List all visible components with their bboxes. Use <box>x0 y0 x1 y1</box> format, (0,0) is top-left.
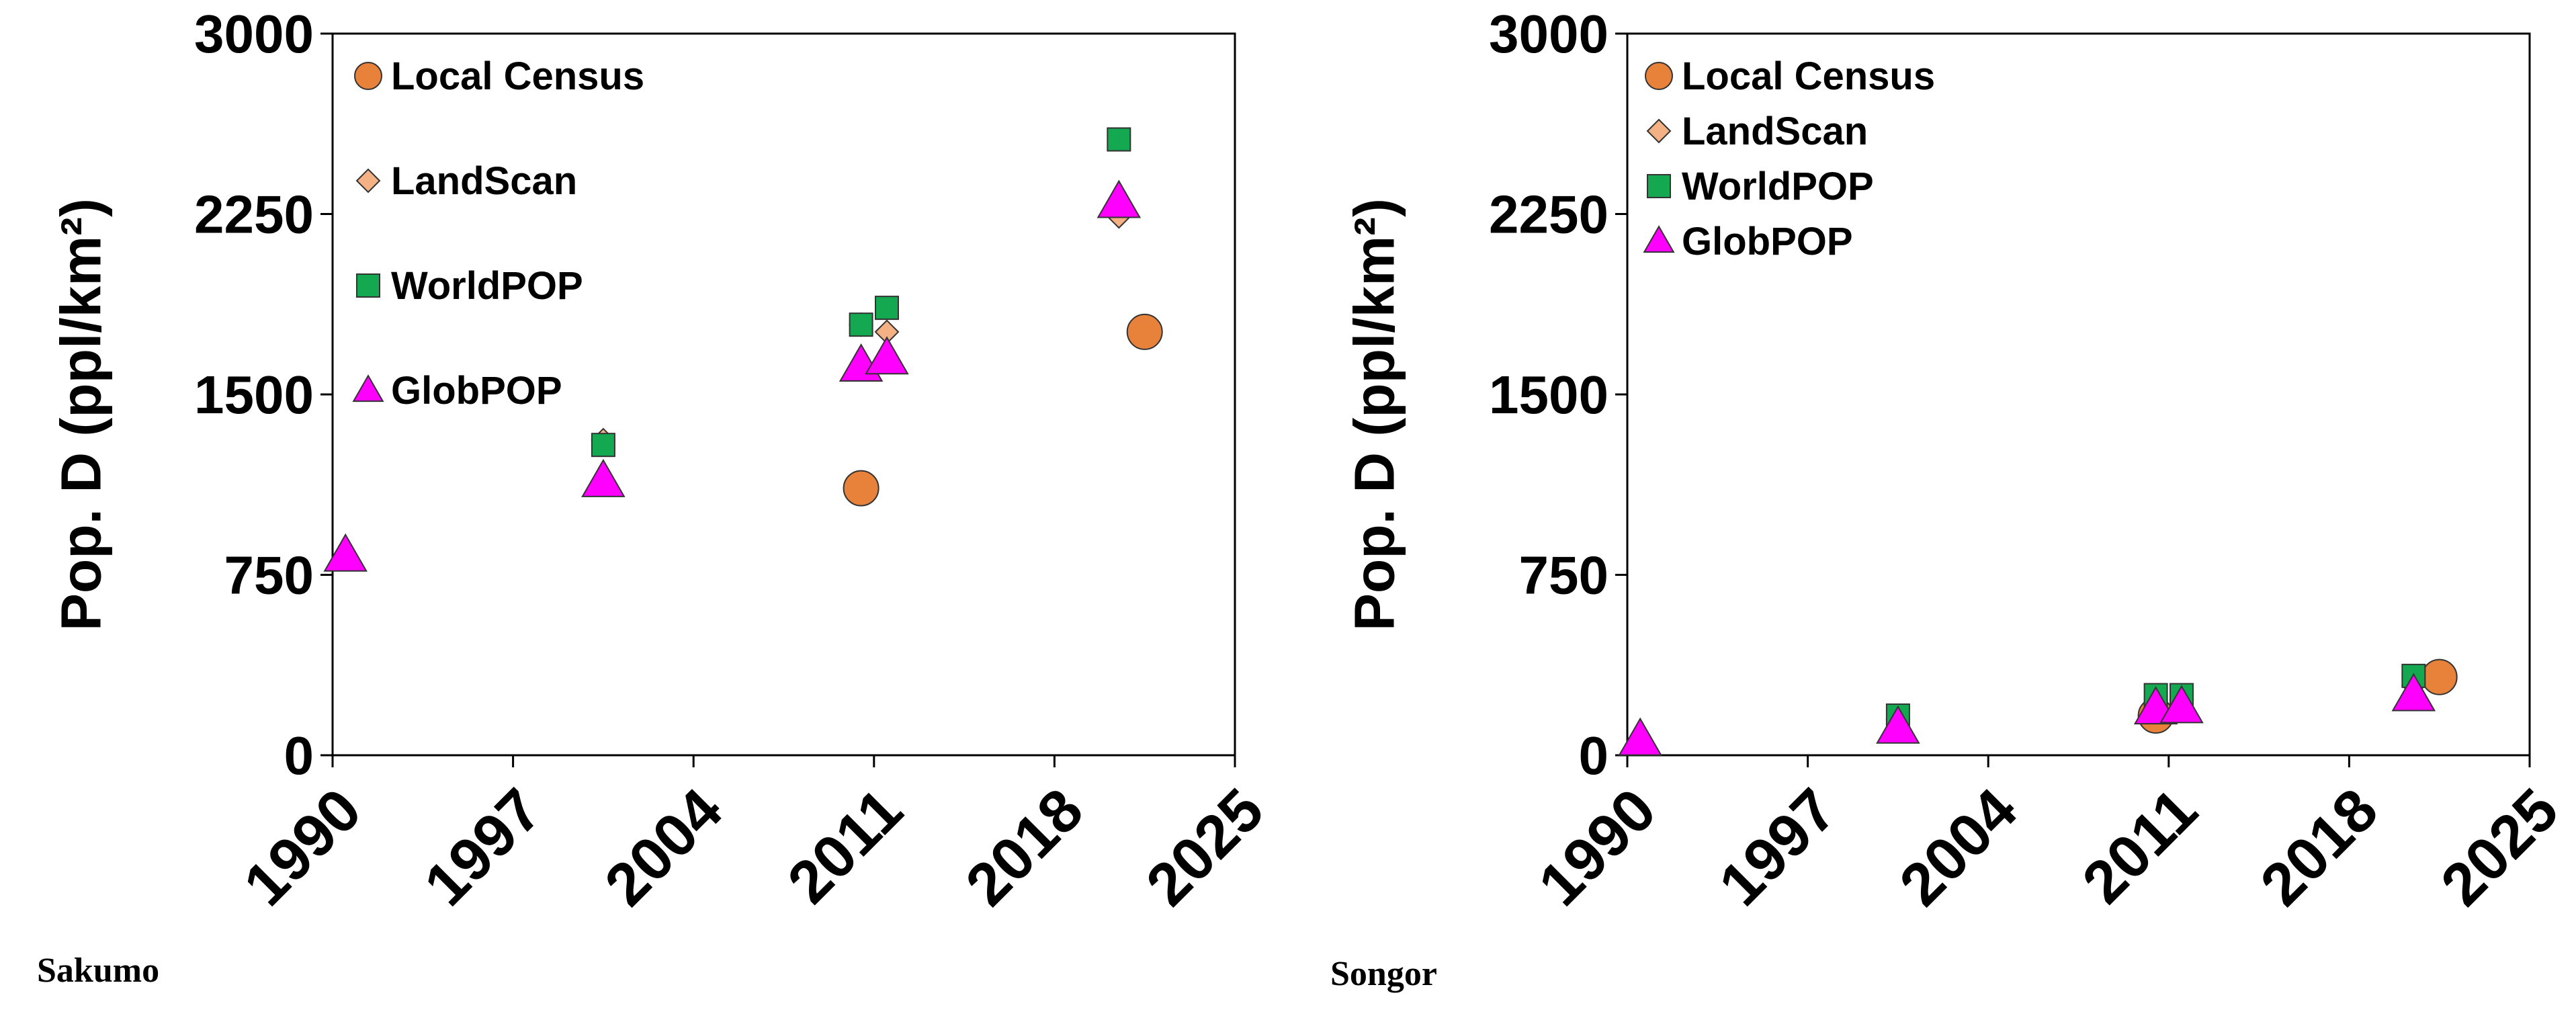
y-tick-label: 750 <box>224 546 314 605</box>
y-tick-label: 3000 <box>1489 4 1608 64</box>
legend-marker <box>1647 174 1671 198</box>
data-point-local-census <box>1126 313 1163 350</box>
data-point-globpop <box>865 336 909 375</box>
x-tick-label: 2011 <box>2070 776 2210 917</box>
x-tick-label: 2004 <box>593 776 735 919</box>
data-point-globpop <box>2159 685 2204 724</box>
scatter-chart-songor: 0 750 1500 2250 3000 1990 1997 2004 2011 2018 2025… <box>1342 4 2571 919</box>
legend-label: LandScan <box>1682 110 1868 153</box>
data-point-globpop <box>323 533 368 572</box>
y-tick-label: 3000 <box>194 4 314 64</box>
y-tick-label: 750 <box>1519 546 1608 605</box>
x-tick-label: 1990 <box>1527 776 1669 919</box>
y-tick-label: 2250 <box>194 185 314 245</box>
legend-marker <box>1646 118 1672 144</box>
legend-marker <box>356 273 380 298</box>
legend-label: Local Census <box>391 54 644 98</box>
data-point-worldpop <box>1107 127 1131 152</box>
x-tick-label: 2025 <box>1134 776 1277 919</box>
chart-panel-sakumo: 0 750 1500 2250 3000 1990 1997 2004 2011 2018 2025… <box>37 4 1277 990</box>
y-axis-label: Pop. D (ppl/km²) <box>1342 198 1406 631</box>
y-axis-label: Pop. D (ppl/km²) <box>49 198 112 631</box>
data-point-globpop <box>2391 673 2436 712</box>
chart-caption: Songor <box>1330 955 1437 993</box>
data-point-local-census <box>843 470 879 507</box>
legend-label: LandScan <box>391 159 577 203</box>
legend-marker <box>352 374 384 402</box>
data-point-globpop <box>1876 705 1920 744</box>
legend-label: GlobPOP <box>391 369 562 413</box>
x-tick-label: 2025 <box>2429 776 2571 919</box>
x-tick-label: 1990 <box>232 776 374 919</box>
scatter-chart-sakumo: 0 750 1500 2250 3000 1990 1997 2004 2011 2018 2025… <box>49 4 1277 919</box>
legend-marker <box>1643 225 1675 253</box>
y-tick-label: 0 <box>284 726 314 785</box>
x-tick-label: 1997 <box>412 776 554 919</box>
x-tick-label: 1997 <box>1707 776 1849 919</box>
data-point-globpop <box>1618 717 1662 756</box>
y-tick-label: 1500 <box>1489 365 1608 425</box>
data-point-local-census <box>2421 658 2458 695</box>
legend-label: GlobPOP <box>1682 220 1853 263</box>
legend-label: WorldPOP <box>1682 165 1874 208</box>
data-point-worldpop <box>591 433 615 458</box>
legend-label: Local Census <box>1682 54 1935 98</box>
x-tick-label: 2018 <box>2248 776 2391 919</box>
legend-label: WorldPOP <box>391 264 583 308</box>
legend-marker <box>1645 62 1673 90</box>
legend-marker <box>355 168 381 194</box>
x-tick-label: 2018 <box>953 776 1096 919</box>
data-point-worldpop <box>874 296 899 321</box>
y-tick-label: 1500 <box>194 365 314 425</box>
y-tick-label: 0 <box>1579 726 1609 785</box>
legend-marker <box>354 62 382 90</box>
data-point-globpop <box>581 458 626 497</box>
x-tick-label: 2011 <box>775 776 916 917</box>
chart-caption: Sakumo <box>37 951 160 990</box>
data-point-globpop <box>1097 179 1142 218</box>
data-point-worldpop <box>849 312 873 337</box>
y-tick-label: 2250 <box>1489 185 1608 245</box>
x-tick-label: 2004 <box>1887 776 2030 919</box>
chart-panel-songor: 0 750 1500 2250 3000 1990 1997 2004 2011 2018 2025… <box>1288 0 2576 1022</box>
